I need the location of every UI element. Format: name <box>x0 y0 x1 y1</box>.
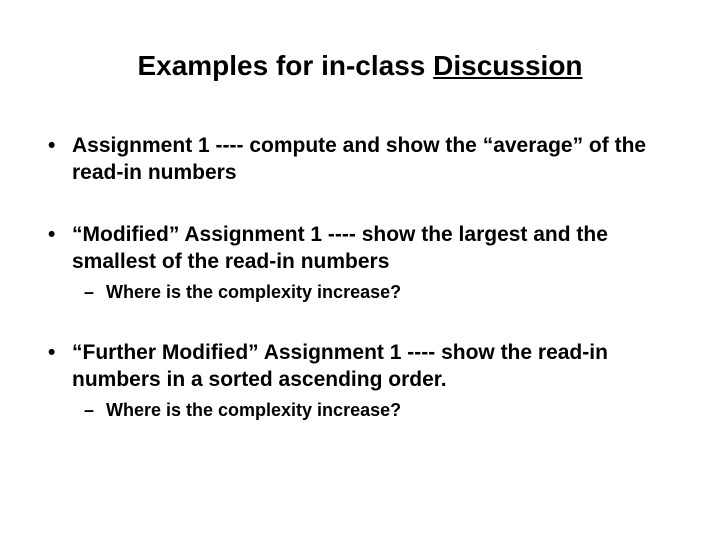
list-item: Assignment 1 ---- compute and show the “… <box>40 132 680 187</box>
item-lead: “Modified” Assignment 1 ---- <box>72 223 362 246</box>
list-item: “Further Modified” Assignment 1 ---- sho… <box>40 339 680 423</box>
title-prefix: Examples for in-class <box>137 50 433 81</box>
item-lead: “Further Modified” Assignment 1 ---- <box>72 341 441 364</box>
item-lead: Assignment 1 ---- <box>72 134 249 157</box>
sub-list-item: Where is the complexity increase? <box>76 399 680 422</box>
slide-title: Examples for in-class Discussion <box>40 50 680 82</box>
bullet-list: Assignment 1 ---- compute and show the “… <box>40 132 680 423</box>
sub-item-text: Where is the complexity increase? <box>106 400 401 420</box>
sub-list: Where is the complexity increase? <box>72 399 680 422</box>
slide: Examples for in-class Discussion Assignm… <box>0 0 720 540</box>
title-underlined: Discussion <box>433 50 582 81</box>
sub-list-item: Where is the complexity increase? <box>76 281 680 304</box>
list-item: “Modified” Assignment 1 ---- show the la… <box>40 221 680 305</box>
sub-list: Where is the complexity increase? <box>72 281 680 304</box>
sub-item-text: Where is the complexity increase? <box>106 282 401 302</box>
